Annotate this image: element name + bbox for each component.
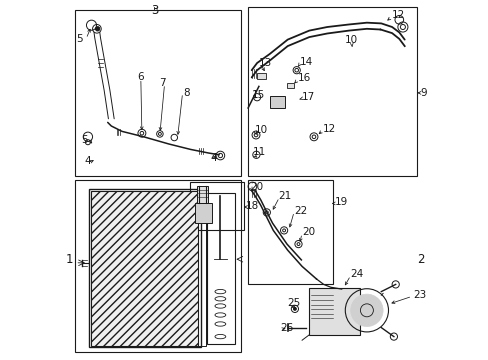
- Text: 6: 6: [137, 72, 144, 82]
- Text: 2: 2: [416, 253, 424, 266]
- Text: 24: 24: [350, 269, 363, 279]
- Text: 7: 7: [159, 78, 166, 88]
- Text: 17: 17: [302, 92, 315, 102]
- Text: 11: 11: [252, 147, 265, 157]
- Text: 3: 3: [150, 4, 158, 17]
- Text: 26: 26: [280, 323, 293, 333]
- Text: 1: 1: [66, 253, 74, 266]
- Text: 15: 15: [251, 90, 264, 100]
- Bar: [88, 189, 200, 347]
- Circle shape: [293, 307, 296, 310]
- Text: 9: 9: [419, 88, 426, 98]
- Text: 4: 4: [84, 156, 91, 166]
- Text: 22: 22: [294, 206, 307, 216]
- Text: 8: 8: [183, 88, 189, 98]
- Bar: [270, 96, 284, 108]
- Bar: [247, 7, 416, 176]
- Text: 23: 23: [412, 290, 426, 300]
- Bar: [286, 83, 294, 88]
- Text: 20: 20: [302, 227, 315, 237]
- Text: 21: 21: [278, 191, 291, 201]
- Text: 19: 19: [334, 197, 347, 207]
- Text: 13: 13: [258, 58, 272, 68]
- Text: 25: 25: [286, 298, 300, 308]
- Text: 10: 10: [255, 125, 268, 135]
- Text: 18: 18: [246, 201, 259, 211]
- Bar: [194, 203, 212, 223]
- Text: 5: 5: [81, 135, 88, 145]
- Bar: [190, 182, 244, 230]
- Bar: [197, 186, 208, 203]
- Bar: [309, 288, 359, 335]
- Text: 20: 20: [249, 182, 263, 192]
- Text: 10: 10: [345, 35, 358, 45]
- Bar: [206, 193, 235, 344]
- Bar: [75, 10, 241, 176]
- Bar: [197, 191, 205, 346]
- Circle shape: [350, 294, 382, 327]
- Text: 16: 16: [297, 73, 310, 84]
- Circle shape: [95, 27, 100, 31]
- Text: 5: 5: [76, 34, 82, 44]
- Text: 14: 14: [300, 57, 313, 67]
- Bar: [257, 73, 265, 79]
- Bar: [91, 191, 197, 346]
- Text: 4: 4: [210, 153, 217, 163]
- Text: 12: 12: [391, 10, 405, 20]
- Bar: [247, 180, 332, 284]
- Text: 12: 12: [322, 124, 336, 134]
- Bar: [75, 180, 241, 352]
